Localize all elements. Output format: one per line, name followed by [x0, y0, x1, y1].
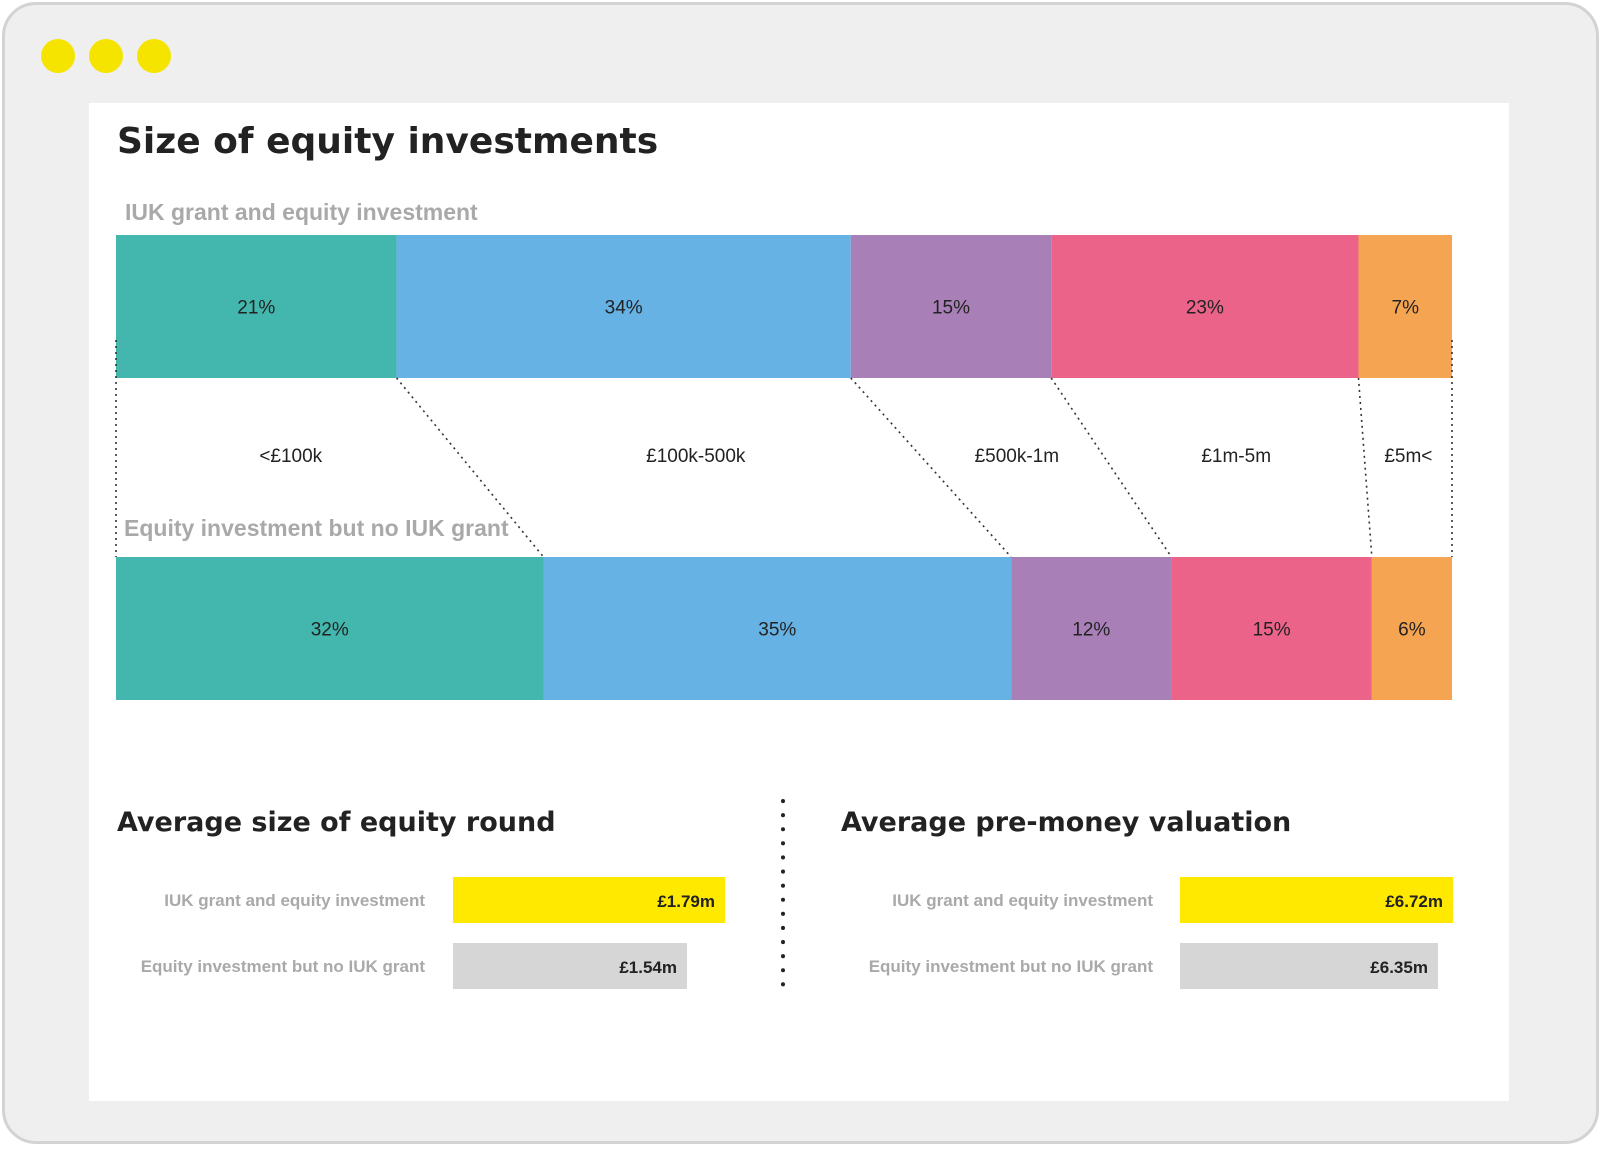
window-dot-3 — [137, 39, 171, 73]
bar-value-2: £6.35m — [1370, 958, 1428, 977]
avg-round-bars: IUK grant and equity investment £1.79m Equ… — [141, 877, 725, 989]
segment-label-top-5: 7% — [1392, 298, 1420, 319]
bar-label-1: IUK grant and equity investment — [892, 891, 1153, 910]
bar-value-1: £6.72m — [1385, 892, 1443, 911]
connector-line-3 — [850, 377, 1012, 558]
segment-top-3 — [850, 235, 1052, 378]
equity-investments-figure: Size of equity investments IUK grant and… — [115, 121, 1453, 997]
segment-label-bottom-2: 35% — [758, 620, 796, 641]
bar-label-2: Equity investment but no IUK grant — [869, 957, 1154, 976]
bar-1 — [1180, 877, 1453, 923]
bar-label-1: IUK grant and equity investment — [164, 891, 425, 910]
avg-round-title: Average size of equity round — [117, 807, 556, 838]
group-label-top: IUK grant and equity investment — [125, 199, 478, 225]
category-label-3: £500k-1m — [975, 446, 1060, 467]
segment-label-top-1: 21% — [237, 298, 275, 319]
segment-label-bottom-5: 6% — [1398, 620, 1426, 641]
segment-label-bottom-1: 32% — [311, 620, 349, 641]
segment-label-top-4: 23% — [1186, 298, 1224, 319]
bar-1 — [453, 877, 725, 923]
avg-valuation-title: Average pre-money valuation — [841, 807, 1291, 838]
segment-label-top-2: 34% — [605, 298, 643, 319]
stacked-bar-top: 21% 34% 15% 23% 7% — [116, 235, 1452, 378]
bar-value-2: £1.54m — [619, 958, 677, 977]
figure-title: Size of equity investments — [117, 121, 658, 162]
bar-2 — [1180, 943, 1438, 989]
segment-bottom-3 — [1011, 557, 1172, 700]
segment-top-2 — [396, 235, 851, 378]
bar-value-1: £1.79m — [657, 892, 715, 911]
avg-valuation-bars: IUK grant and equity investment £6.72m Equ… — [869, 877, 1453, 989]
segment-top-1 — [116, 235, 397, 378]
category-label-2: £100k-500k — [646, 446, 746, 467]
group-label-bottom: Equity investment but no IUK grant — [124, 515, 509, 541]
connector-line-5 — [1357, 377, 1373, 558]
window-dot-2 — [89, 39, 123, 73]
bar-label-2: Equity investment but no IUK grant — [141, 957, 426, 976]
segment-bottom-2 — [543, 557, 1012, 700]
category-label-1: <£100k — [259, 446, 322, 467]
segment-bottom-1 — [116, 557, 544, 700]
connector-line-4 — [1050, 377, 1173, 558]
connector-line-2 — [395, 377, 545, 558]
segment-label-top-3: 15% — [932, 298, 970, 319]
segment-bottom-4 — [1171, 557, 1372, 700]
segment-top-5 — [1358, 235, 1452, 378]
bar-2 — [453, 943, 688, 989]
category-labels: <£100k £100k-500k £500k-1m £1m-5m £5m< — [259, 446, 1432, 467]
segment-label-bottom-3: 12% — [1072, 620, 1110, 641]
segment-label-bottom-4: 15% — [1253, 620, 1291, 641]
stacked-bar-bottom: 32% 35% 12% 15% 6% — [116, 557, 1452, 700]
category-label-5: £5m< — [1384, 446, 1432, 467]
segment-top-4 — [1051, 235, 1359, 378]
connector-lines — [115, 340, 1453, 558]
category-label-4: £1m-5m — [1201, 446, 1271, 467]
window-dot-1 — [41, 39, 75, 73]
segment-bottom-5 — [1371, 557, 1452, 700]
